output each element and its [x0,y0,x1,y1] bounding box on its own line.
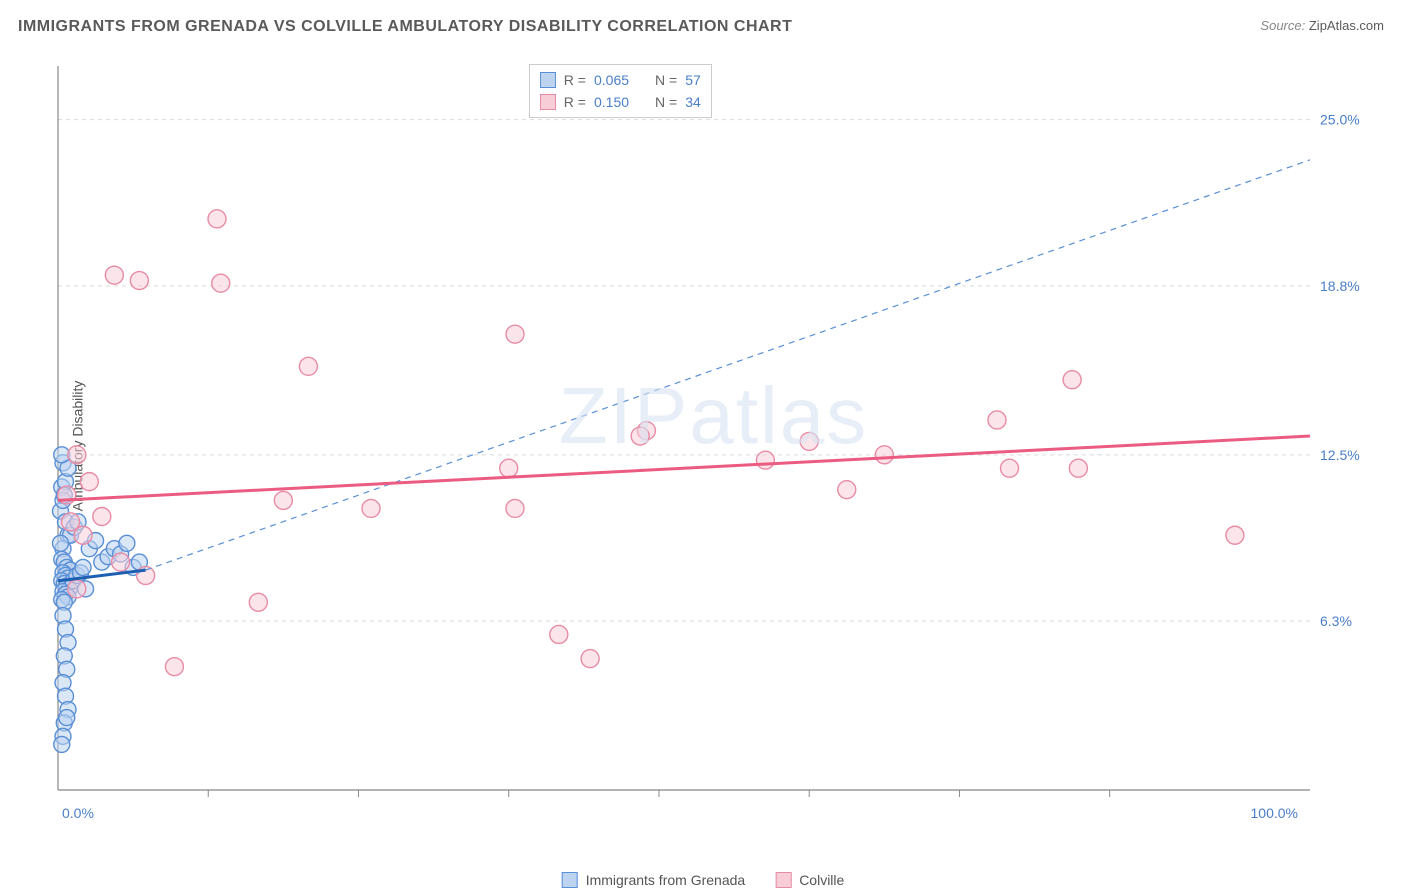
scatter-point [1226,526,1244,544]
scatter-point [274,491,292,509]
scatter-point [75,559,91,575]
series-legend-label: Immigrants from Grenada [586,872,746,888]
x-tick-label: 100.0% [1251,805,1298,821]
scatter-point [1063,371,1081,389]
scatter-point [208,210,226,228]
chart-title: IMMIGRANTS FROM GRENADA VS COLVILLE AMBU… [18,18,792,36]
source-label: Source: [1260,18,1305,33]
y-tick-label: 12.5% [1320,447,1360,463]
n-value: 57 [685,72,701,88]
y-tick-label: 25.0% [1320,112,1360,128]
scatter-point [500,459,518,477]
scatter-point [80,473,98,491]
trend-projection [146,160,1310,570]
scatter-point [506,325,524,343]
series-legend: Immigrants from Grenada Colville [562,872,845,888]
scatter-point [1001,459,1019,477]
legend-swatch [540,72,556,88]
correlation-legend: R = 0.065 N = 57 R = 0.150 N = 34 [529,64,712,118]
scatter-point [1069,459,1087,477]
y-tick-label: 18.8% [1320,278,1360,294]
trend-line [58,436,1310,500]
scatter-point [506,499,524,517]
r-label: R = [564,94,586,110]
scatter-point [93,507,111,525]
scatter-point [130,272,148,290]
n-label: N = [655,72,677,88]
scatter-point [68,446,86,464]
scatter-point [362,499,380,517]
y-tick-label: 6.3% [1320,613,1352,629]
r-legend-row: R = 0.150 N = 34 [540,91,701,113]
r-value: 0.065 [594,72,629,88]
scatter-point [800,432,818,450]
series-legend-label: Colville [799,872,844,888]
scatter-point [299,357,317,375]
scatter-point [875,446,893,464]
scatter-point [581,650,599,668]
scatter-point [137,566,155,584]
scatter-point [550,625,568,643]
scatter-point [212,274,230,292]
r-legend-row: R = 0.065 N = 57 [540,69,701,91]
legend-swatch [540,94,556,110]
n-value: 34 [685,94,701,110]
legend-swatch [775,872,791,888]
r-label: R = [564,72,586,88]
scatter-point [756,451,774,469]
scatter-point [988,411,1006,429]
source-attribution: Source: ZipAtlas.com [1260,18,1384,33]
scatter-point [62,513,80,531]
series-legend-item: Colville [775,872,844,888]
scatter-point [112,553,130,571]
scatter-point [249,593,267,611]
scatter-point [53,535,69,551]
scatter-point [59,710,75,726]
scatter-point [54,736,70,752]
series-legend-item: Immigrants from Grenada [562,872,746,888]
scatter-point [119,535,135,551]
scatter-point [165,658,183,676]
legend-swatch [562,872,578,888]
scatter-point [631,427,649,445]
scatter-point [838,481,856,499]
n-label: N = [655,94,677,110]
scatter-point [68,580,86,598]
scatter-plot: 6.3% 12.5% 18.8% 25.0% 0.0% 100.0% [50,60,1380,830]
source-value: ZipAtlas.com [1309,18,1384,33]
x-tick-label: 0.0% [62,805,94,821]
scatter-point [105,266,123,284]
r-value: 0.150 [594,94,629,110]
